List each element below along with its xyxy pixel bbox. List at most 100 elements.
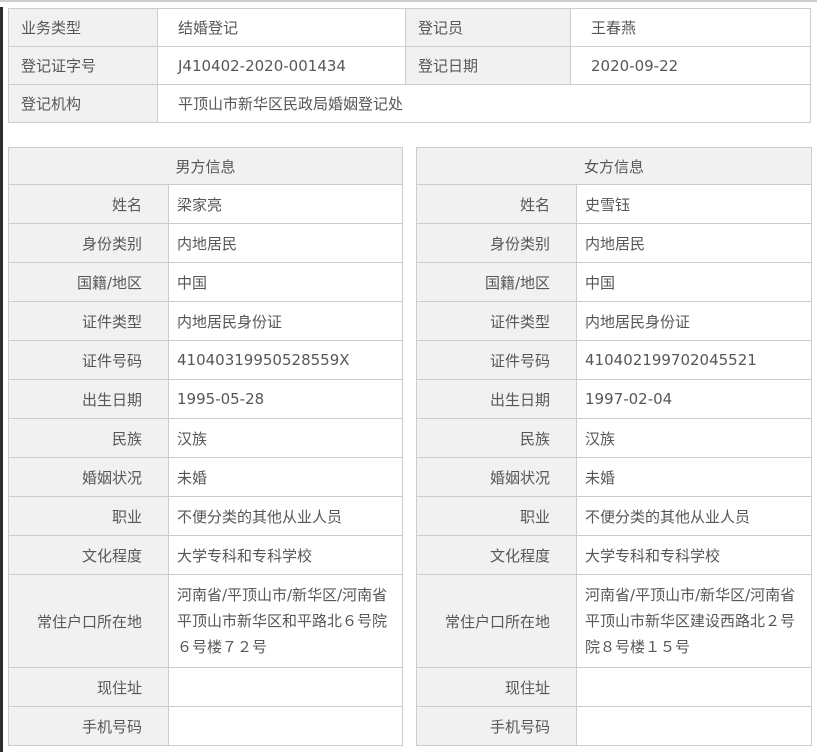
row-birth-date: 出生日期 1997-02-04 — [416, 379, 813, 419]
field-value: 内地居民身份证 — [576, 301, 813, 341]
row-id-type: 证件类型 内地居民身份证 — [416, 301, 813, 341]
field-label: 证件类型 — [416, 301, 578, 341]
field-value: 河南省/平顶山市/新华区/河南省平顶山市新华区和平路北６号院６号楼７２号 — [167, 574, 404, 668]
field-label: 证件号码 — [416, 340, 578, 380]
field-label: 证件号码 — [8, 340, 169, 380]
field-value — [167, 667, 404, 707]
male-info-title: 男方信息 — [7, 147, 404, 185]
field-value: 汉族 — [167, 418, 404, 458]
row-name: 姓名 梁家亮 — [8, 184, 404, 224]
business-type-value: 结婚登记 — [157, 8, 406, 47]
field-value: 史雪钰 — [576, 184, 813, 224]
row-marital-status: 婚姻状况 未婚 — [416, 457, 813, 497]
row-current-address: 现住址 — [416, 667, 813, 707]
reg-date-label: 登记日期 — [405, 46, 571, 85]
row-id-number: 证件号码 41040319950528559X — [8, 340, 404, 380]
authority-label: 登记机构 — [8, 84, 158, 123]
field-value: 河南省/平顶山市/新华区/河南省平顶山市新华区建设西路北２号院８号楼１５号 — [576, 574, 813, 668]
field-value: 中国 — [167, 262, 404, 302]
field-label: 证件类型 — [8, 301, 169, 341]
female-info-table: 女方信息 姓名 史雪钰 身份类别 内地居民 国籍/地区 中国 证件类型 内地居民… — [416, 147, 813, 746]
table-row: 登记证字号 J410402-2020-001434 登记日期 2020-09-2… — [8, 46, 811, 85]
row-ethnicity: 民族 汉族 — [416, 418, 813, 458]
field-value — [576, 667, 813, 707]
field-value: 41040319950528559X — [167, 340, 404, 380]
field-label: 职业 — [8, 496, 169, 536]
field-value: 内地居民 — [576, 223, 813, 263]
field-label: 手机号码 — [416, 706, 578, 746]
field-label: 现住址 — [8, 667, 169, 707]
row-ethnicity: 民族 汉族 — [8, 418, 404, 458]
row-household-address: 常住户口所在地 河南省/平顶山市/新华区/河南省平顶山市新华区建设西路北２号院８… — [416, 574, 813, 668]
person-tables-container: 男方信息 姓名 梁家亮 身份类别 内地居民 国籍/地区 中国 证件类型 内地居民… — [7, 147, 813, 746]
cert-number-label: 登记证字号 — [8, 46, 158, 85]
field-value: 未婚 — [576, 457, 813, 497]
field-value: 大学专科和专科学校 — [576, 535, 813, 575]
row-occupation: 职业 不便分类的其他从业人员 — [416, 496, 813, 536]
row-household-address: 常住户口所在地 河南省/平顶山市/新华区/河南省平顶山市新华区和平路北６号院６号… — [8, 574, 404, 668]
field-value: 不便分类的其他从业人员 — [576, 496, 813, 536]
table-row: 业务类型 结婚登记 登记员 王春燕 — [8, 8, 811, 47]
field-value: 1997-02-04 — [576, 379, 813, 419]
field-value: 汉族 — [576, 418, 813, 458]
table-row: 登记机构 平顶山市新华区民政局婚姻登记处 — [8, 84, 811, 123]
field-value: 不便分类的其他从业人员 — [167, 496, 404, 536]
field-label: 出生日期 — [8, 379, 169, 419]
field-label: 民族 — [8, 418, 169, 458]
field-label: 现住址 — [416, 667, 578, 707]
registrar-value: 王春燕 — [570, 8, 811, 47]
field-value: 大学专科和专科学校 — [167, 535, 404, 575]
field-label: 职业 — [416, 496, 578, 536]
field-label: 国籍/地区 — [8, 262, 169, 302]
field-value: 1995-05-28 — [167, 379, 404, 419]
field-label: 文化程度 — [416, 535, 578, 575]
field-label: 出生日期 — [416, 379, 578, 419]
field-label: 手机号码 — [8, 706, 169, 746]
field-label: 姓名 — [8, 184, 169, 224]
row-education: 文化程度 大学专科和专科学校 — [416, 535, 813, 575]
screen-top-edge — [0, 0, 817, 2]
row-identity-type: 身份类别 内地居民 — [416, 223, 813, 263]
field-label: 身份类别 — [416, 223, 578, 263]
field-value: 内地居民身份证 — [167, 301, 404, 341]
field-value: 410402199702045521 — [576, 340, 813, 380]
cert-number-value: J410402-2020-001434 — [157, 46, 406, 85]
row-nationality: 国籍/地区 中国 — [416, 262, 813, 302]
row-birth-date: 出生日期 1995-05-28 — [8, 379, 404, 419]
row-occupation: 职业 不便分类的其他从业人员 — [8, 496, 404, 536]
field-label: 民族 — [416, 418, 578, 458]
row-education: 文化程度 大学专科和专科学校 — [8, 535, 404, 575]
field-label: 常住户口所在地 — [8, 574, 169, 668]
field-value: 梁家亮 — [167, 184, 404, 224]
business-type-label: 业务类型 — [8, 8, 158, 47]
registrar-label: 登记员 — [405, 8, 571, 47]
field-value — [167, 706, 404, 746]
row-mobile-number: 手机号码 — [8, 706, 404, 746]
row-name: 姓名 史雪钰 — [416, 184, 813, 224]
field-label: 婚姻状况 — [8, 457, 169, 497]
field-value: 内地居民 — [167, 223, 404, 263]
field-value: 中国 — [576, 262, 813, 302]
row-identity-type: 身份类别 内地居民 — [8, 223, 404, 263]
male-info-table: 男方信息 姓名 梁家亮 身份类别 内地居民 国籍/地区 中国 证件类型 内地居民… — [7, 147, 404, 746]
field-label: 姓名 — [416, 184, 578, 224]
table-row: 男方信息 — [7, 147, 404, 185]
row-id-number: 证件号码 410402199702045521 — [416, 340, 813, 380]
row-current-address: 现住址 — [8, 667, 404, 707]
row-marital-status: 婚姻状况 未婚 — [8, 457, 404, 497]
female-info-title: 女方信息 — [416, 147, 813, 185]
reg-date-value: 2020-09-22 — [570, 46, 811, 85]
field-value — [576, 706, 813, 746]
authority-value: 平顶山市新华区民政局婚姻登记处 — [157, 84, 811, 123]
row-nationality: 国籍/地区 中国 — [8, 262, 404, 302]
field-label: 文化程度 — [8, 535, 169, 575]
field-label: 国籍/地区 — [416, 262, 578, 302]
record-page: 业务类型 结婚登记 登记员 王春燕 登记证字号 J410402-2020-001… — [7, 8, 813, 746]
field-label: 婚姻状况 — [416, 457, 578, 497]
field-value: 未婚 — [167, 457, 404, 497]
row-id-type: 证件类型 内地居民身份证 — [8, 301, 404, 341]
table-row: 女方信息 — [416, 147, 813, 185]
registration-summary-table: 业务类型 结婚登记 登记员 王春燕 登记证字号 J410402-2020-001… — [8, 8, 811, 123]
field-label: 常住户口所在地 — [416, 574, 578, 668]
row-mobile-number: 手机号码 — [416, 706, 813, 746]
